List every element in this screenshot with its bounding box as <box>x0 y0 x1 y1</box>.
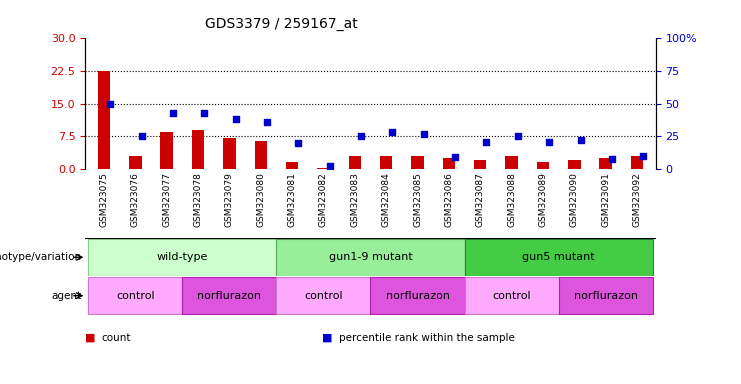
Point <box>324 163 336 169</box>
Text: control: control <box>304 291 343 301</box>
Text: genotype/variation: genotype/variation <box>0 252 82 262</box>
Bar <box>317 168 330 169</box>
Text: GSM323075: GSM323075 <box>99 172 108 227</box>
Text: GSM323078: GSM323078 <box>193 172 202 227</box>
Text: agent: agent <box>51 291 82 301</box>
Bar <box>98 71 110 169</box>
Bar <box>276 277 370 314</box>
Text: GSM323088: GSM323088 <box>507 172 516 227</box>
Text: percentile rank within the sample: percentile rank within the sample <box>339 333 514 343</box>
Point <box>167 110 179 116</box>
Point <box>637 153 649 159</box>
Text: gun1-9 mutant: gun1-9 mutant <box>328 252 413 262</box>
Bar <box>474 160 487 169</box>
Text: GSM323091: GSM323091 <box>601 172 610 227</box>
Point <box>355 133 367 139</box>
Bar <box>370 277 465 314</box>
Text: GSM323083: GSM323083 <box>350 172 359 227</box>
Text: norflurazon: norflurazon <box>197 291 262 301</box>
Text: GSM323079: GSM323079 <box>225 172 234 227</box>
Point <box>387 129 399 136</box>
Text: ■: ■ <box>322 333 333 343</box>
Point <box>199 110 210 116</box>
Point <box>136 133 147 139</box>
Bar <box>286 162 299 169</box>
Text: GSM323077: GSM323077 <box>162 172 171 227</box>
Point <box>574 137 586 143</box>
Text: GSM323090: GSM323090 <box>570 172 579 227</box>
Point <box>481 139 493 145</box>
Bar <box>192 130 205 169</box>
Point <box>449 154 461 160</box>
Text: GDS3379 / 259167_at: GDS3379 / 259167_at <box>205 17 358 31</box>
Bar <box>559 277 653 314</box>
Bar <box>276 239 465 276</box>
Point <box>293 140 305 146</box>
Bar <box>348 156 361 169</box>
Bar <box>380 156 393 169</box>
Text: ■: ■ <box>85 333 96 343</box>
Bar <box>505 156 518 169</box>
Text: GSM323092: GSM323092 <box>633 172 642 227</box>
Point <box>230 116 242 122</box>
Text: norflurazon: norflurazon <box>385 291 450 301</box>
Text: GSM323087: GSM323087 <box>476 172 485 227</box>
Bar <box>411 156 424 169</box>
Bar <box>161 132 173 169</box>
Point <box>261 119 273 125</box>
Text: norflurazon: norflurazon <box>574 291 637 301</box>
Bar <box>465 239 653 276</box>
Bar <box>254 141 267 169</box>
Text: count: count <box>102 333 131 343</box>
Text: wild-type: wild-type <box>156 252 208 262</box>
Text: GSM323089: GSM323089 <box>539 172 548 227</box>
Bar <box>536 162 549 169</box>
Text: GSM323082: GSM323082 <box>319 172 328 227</box>
Text: GSM323085: GSM323085 <box>413 172 422 227</box>
Text: GSM323076: GSM323076 <box>131 172 140 227</box>
Bar <box>465 277 559 314</box>
Text: GSM323081: GSM323081 <box>288 172 296 227</box>
Bar <box>88 239 276 276</box>
Bar <box>88 277 182 314</box>
Text: control: control <box>116 291 155 301</box>
Bar <box>442 158 455 169</box>
Point <box>418 131 430 137</box>
Bar <box>568 160 580 169</box>
Text: gun5 mutant: gun5 mutant <box>522 252 595 262</box>
Text: control: control <box>492 291 531 301</box>
Bar <box>599 158 612 169</box>
Bar <box>631 156 643 169</box>
Point <box>543 139 555 145</box>
Point <box>104 101 116 107</box>
Text: GSM323084: GSM323084 <box>382 172 391 227</box>
Bar <box>182 277 276 314</box>
Point <box>606 156 618 162</box>
Bar <box>129 156 142 169</box>
Point <box>512 133 524 139</box>
Text: GSM323086: GSM323086 <box>445 172 453 227</box>
Text: GSM323080: GSM323080 <box>256 172 265 227</box>
Bar <box>223 139 236 169</box>
